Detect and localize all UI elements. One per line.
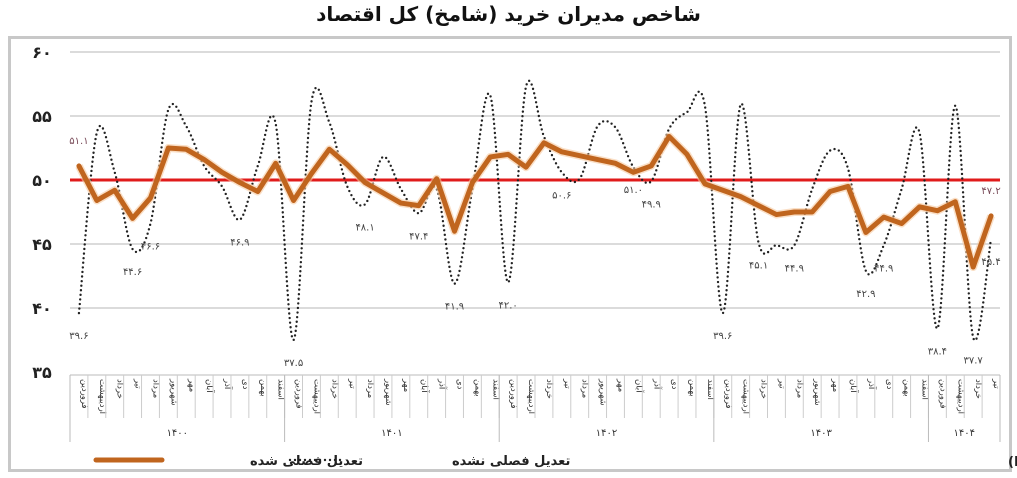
x-tick-label: آذر: [222, 378, 234, 390]
series-adjusted-line: [76, 133, 994, 270]
x-tick-label: فروردین: [723, 379, 733, 409]
x-tick-label: مهر: [401, 378, 411, 392]
x-tick-label: فروردین: [79, 379, 89, 409]
year-label: ۱۴۰۲: [596, 428, 617, 439]
data-label: ۴۴.۶: [123, 267, 142, 278]
y-tick-label: ۵۰: [32, 171, 52, 190]
x-tick-label: اسفند: [705, 379, 715, 400]
x-tick-label: آبان: [848, 379, 860, 393]
x-tick-label: مهر: [615, 378, 625, 392]
chart-title: شاخص مدیران خرید (شامخ) کل اقتصاد: [316, 2, 701, 26]
y-axis: ۳۵ ۴۰ ۴۵ ۵۰ ۵۵ ۶۰: [32, 43, 52, 382]
data-label: ۵۰.۶: [552, 190, 571, 201]
x-tick-label: مهر: [830, 378, 840, 392]
y-tick-label: ۴۰: [32, 299, 52, 318]
x-tick-label: اسفند: [920, 379, 930, 400]
x-tick-label: خرداد: [759, 379, 769, 399]
data-labels: ۵۱.۱ ۴۷.۲ ۳۹.۶ ۴۴.۶ ۴۶.۶ ۴۶.۹ ۳۷.۵ ۴۸.۱ ۴۷.۴ ۴۱.۹…: [69, 136, 1000, 369]
x-tick-label: دی: [455, 379, 465, 390]
x-tick-label: شهریور: [812, 378, 822, 406]
data-label: ۴۸.۱: [355, 222, 374, 233]
x-tick-label: آذر: [437, 378, 449, 390]
x-tick-label: اسفند: [276, 379, 286, 400]
data-label: ۳۷.۵: [284, 358, 303, 369]
x-tick-label: اردیبهشت: [97, 379, 107, 414]
data-label: ۴۶.۶: [141, 242, 160, 253]
data-label: ۴۲.۹: [856, 289, 875, 300]
x-tick-label: دی: [884, 379, 894, 390]
data-label: ۵۱.۱: [69, 136, 88, 147]
y-tick-label: ۴۵: [32, 235, 52, 254]
x-tick-label: خرداد: [544, 379, 554, 399]
data-label: ۳۹.۶: [69, 331, 88, 342]
x-tick-label: مهر: [186, 378, 196, 392]
x-tick-label: شهریور: [598, 378, 608, 406]
x-tick-label: دی: [240, 379, 250, 390]
x-tick-label: اردیبهشت: [311, 379, 321, 414]
year-label: ۱۴۰۴: [953, 428, 974, 439]
series-lines: [75, 79, 995, 342]
x-tick-label: اسفند: [490, 379, 500, 400]
data-label: ۴۴.۹: [785, 263, 804, 274]
x-axis: فروردین اردیبهشت خرداد تیر مرداد شهریور مهر آبا…: [69, 374, 1001, 442]
data-label: ۳۷.۷: [964, 355, 984, 366]
x-tick-label: بهمن: [902, 379, 912, 397]
data-label: ۳۹.۶: [713, 331, 732, 342]
x-tick-label: خرداد: [973, 379, 983, 399]
x-tick-label: تیر: [133, 378, 143, 389]
source-note: منبع: اتاق بازرگانی، صنایع، معادن و کشاو…: [1008, 454, 1017, 470]
data-label: ۴۱.۹: [445, 302, 464, 313]
x-tick-label: فروردین: [508, 379, 518, 409]
data-label: ۴۵.۱: [749, 261, 768, 272]
data-label: ۴۹.۹: [642, 199, 661, 210]
x-tick-label: اردیبهشت: [741, 379, 751, 414]
x-tick-label: مرداد: [365, 379, 375, 398]
x-tick-label: تیر: [347, 378, 357, 389]
x-tick-label: تیر: [562, 378, 572, 389]
x-tick-label: مرداد: [580, 379, 590, 398]
data-label: ۳۸.۴: [928, 346, 947, 357]
x-tick-label: بهمن: [472, 379, 482, 397]
y-tick-label: ۶۰: [32, 43, 52, 62]
legend-label-unadjusted: تعدیل فصلی نشده: [452, 454, 570, 469]
legend: تعدیل فصلی شده تعدیل فصلی نشده: [93, 454, 570, 469]
y-tick-label: ۵۵: [32, 107, 52, 126]
x-tick-label: فروردین: [294, 379, 304, 409]
chart-frame: [8, 36, 1012, 472]
x-tick-label: بهمن: [258, 379, 268, 397]
x-tick-label: آبان: [633, 379, 645, 393]
data-label: ۴۷.۲: [981, 186, 1000, 197]
x-tick-label: دی: [669, 379, 679, 390]
data-label: ۴۷.۴: [409, 231, 428, 242]
data-label: ۴۵.۴: [981, 257, 1000, 268]
data-label: ۵۱.۰: [624, 185, 643, 196]
x-tick-label: آذر: [866, 378, 878, 390]
x-tick-label: شهریور: [383, 378, 393, 406]
year-label: ۱۴۰۳: [810, 428, 832, 439]
x-tick-label: آذر: [651, 378, 663, 390]
x-tick-label: مرداد: [794, 379, 804, 398]
x-tick-label: اردیبهشت: [955, 379, 965, 414]
x-tick-label: خرداد: [329, 379, 339, 399]
x-tick-label: آبان: [204, 379, 216, 393]
data-label: ۴۲.۰: [499, 300, 518, 311]
x-tick-label: تیر: [776, 378, 786, 389]
x-tick-label: تیر: [991, 378, 1001, 389]
x-tick-label: شهریور: [168, 378, 178, 406]
series-unadjusted-line: [77, 79, 993, 342]
year-label: ۱۴۰۱: [381, 428, 402, 439]
x-tick-label: خرداد: [115, 379, 125, 399]
data-label: ۴۶.۹: [230, 238, 249, 249]
x-tick-label: مرداد: [150, 379, 160, 398]
x-tick-label: آبان: [419, 379, 431, 393]
legend-label-adjusted: تعدیل فصلی شده: [250, 454, 363, 469]
year-label: ۱۴۰۰: [167, 428, 188, 439]
data-label: ۴۴.۹: [874, 263, 893, 274]
y-tick-label: ۳۵: [32, 363, 52, 382]
x-tick-label: فروردین: [937, 379, 947, 409]
x-tick-label: اردیبهشت: [526, 379, 536, 414]
x-tick-label: بهمن: [687, 379, 697, 397]
